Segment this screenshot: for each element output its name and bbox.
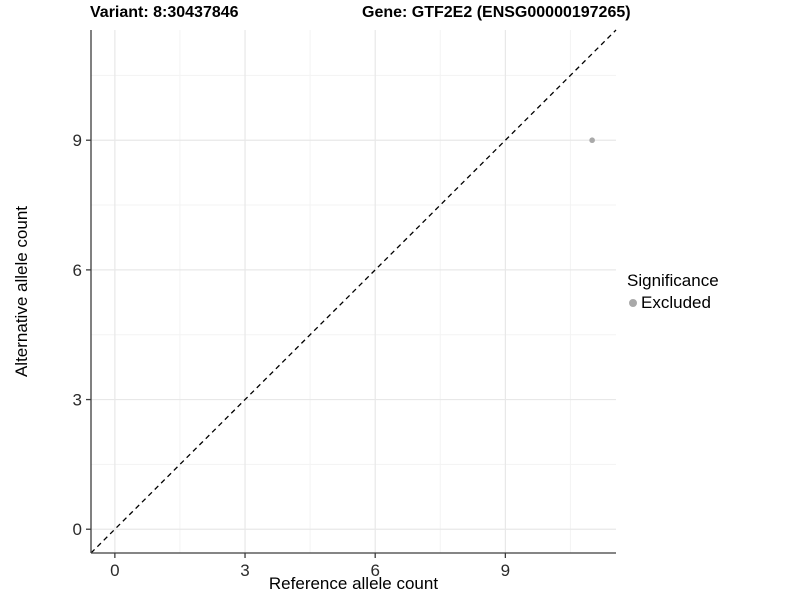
x-tick-label: 6: [370, 561, 379, 580]
legend-items: Excluded: [627, 293, 719, 313]
data-point: [589, 137, 595, 144]
x-tick-label: 9: [501, 561, 510, 580]
legend: Significance Excluded: [627, 271, 719, 313]
x-tick-label: 3: [240, 561, 249, 580]
plot-title-gene: Gene: GTF2E2 (ENSG00000197265): [362, 4, 631, 21]
legend-item-label: Excluded: [641, 293, 711, 312]
x-tick-label: 0: [110, 561, 119, 580]
legend-item: Excluded: [627, 293, 719, 313]
y-tick-label: 0: [73, 520, 82, 539]
x-axis-title: Reference allele count: [268, 574, 439, 593]
y-tick-label: 3: [73, 391, 82, 410]
plot-title-variant: Variant: 8:30437846: [90, 4, 239, 21]
y-tick-label: 6: [73, 261, 82, 280]
legend-key-dot-icon: [629, 299, 637, 307]
y-axis-title: Alternative allele count: [12, 205, 31, 378]
identity-line: [90, 29, 617, 554]
legend-title: Significance: [627, 271, 719, 290]
y-tick-label: 9: [73, 131, 82, 150]
